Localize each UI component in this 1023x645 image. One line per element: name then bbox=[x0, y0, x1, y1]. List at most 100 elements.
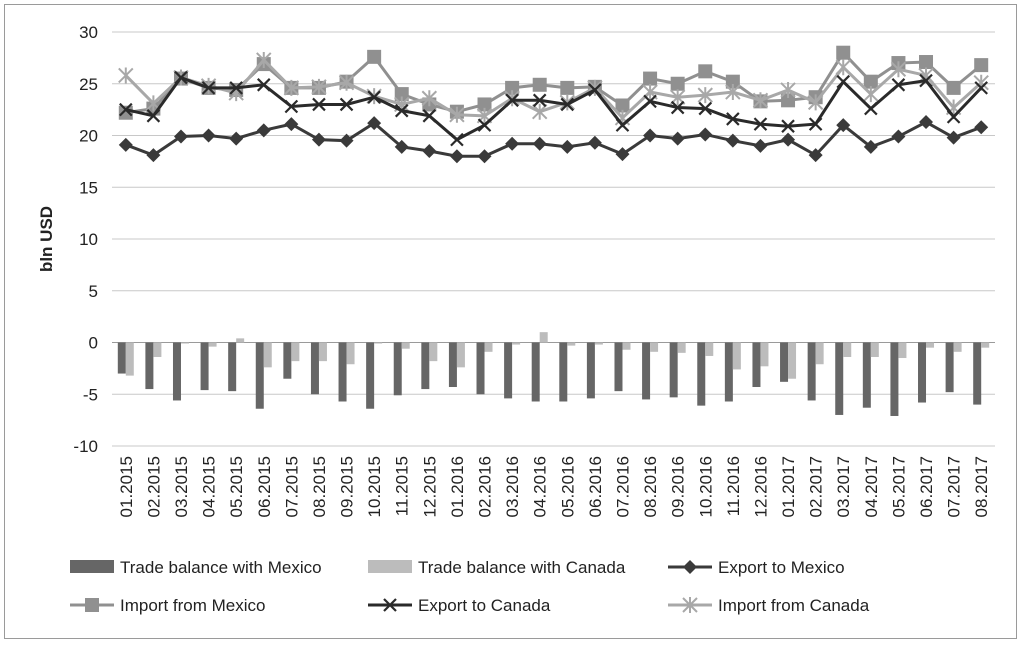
point-export-to-canada bbox=[698, 101, 713, 116]
point-import-from-canada bbox=[449, 106, 465, 123]
x-tick-label: 01.2015 bbox=[117, 456, 136, 517]
x-tick-label: 11.2015 bbox=[393, 456, 412, 516]
legend-swatch bbox=[70, 560, 114, 573]
point-export-to-mexico bbox=[670, 131, 685, 146]
point-export-to-canada bbox=[781, 119, 795, 133]
point-import-from-canada bbox=[835, 59, 851, 76]
bar-canada bbox=[760, 342, 769, 367]
bar-canada bbox=[484, 342, 493, 352]
point-export-to-mexico bbox=[946, 130, 961, 145]
point-import-from-canada bbox=[338, 74, 355, 91]
legend-swatch bbox=[368, 560, 412, 573]
bar-mexico bbox=[614, 342, 623, 392]
x-tick-label: 08.2016 bbox=[641, 456, 660, 517]
bar-mexico bbox=[228, 342, 237, 392]
point-export-to-mexico bbox=[808, 148, 823, 163]
point-export-to-mexico bbox=[449, 149, 464, 164]
point-export-to-mexico bbox=[229, 131, 244, 146]
bar-canada bbox=[788, 342, 797, 379]
y-axis-label: bln USD bbox=[37, 206, 56, 272]
point-import-from-canada bbox=[256, 51, 272, 68]
point-export-to-mexico bbox=[753, 138, 768, 153]
bar-canada bbox=[898, 342, 907, 359]
bar-mexico bbox=[531, 342, 540, 402]
point-export-to-mexico bbox=[560, 139, 575, 154]
point-export-to-canada bbox=[339, 97, 354, 112]
bar-mexico bbox=[669, 342, 678, 398]
bar-canada bbox=[456, 342, 465, 368]
legend-marker bbox=[85, 598, 99, 612]
point-export-to-canada bbox=[450, 132, 464, 147]
x-tick-label: 02.2017 bbox=[807, 456, 826, 517]
bar-mexico bbox=[724, 342, 733, 402]
x-tick-label: 04.2017 bbox=[862, 456, 881, 517]
point-export-to-canada bbox=[284, 99, 299, 114]
point-export-to-mexico bbox=[173, 129, 188, 144]
bar-mexico bbox=[559, 342, 568, 402]
legend-marker bbox=[683, 560, 697, 574]
bar-canada bbox=[677, 342, 686, 353]
bar-canada bbox=[539, 332, 548, 343]
bar-canada bbox=[125, 342, 134, 376]
point-import-from-canada bbox=[890, 61, 907, 78]
bar-canada bbox=[346, 342, 355, 365]
point-export-to-canada bbox=[615, 118, 630, 132]
point-export-to-canada bbox=[532, 93, 547, 108]
bar-mexico bbox=[172, 342, 181, 401]
point-import-from-mexico bbox=[532, 77, 547, 92]
x-tick-label: 06.2017 bbox=[917, 456, 936, 517]
point-import-from-mexico bbox=[781, 93, 796, 108]
point-export-to-canada bbox=[560, 97, 575, 112]
bar-canada bbox=[567, 342, 576, 346]
point-export-to-canada bbox=[836, 74, 851, 89]
point-export-to-mexico bbox=[505, 136, 520, 151]
point-export-to-mexico bbox=[698, 127, 713, 142]
point-export-to-mexico bbox=[339, 133, 354, 148]
y-tick-label: 15 bbox=[79, 178, 98, 197]
bar-mexico bbox=[586, 342, 595, 399]
x-tick-label: 10.2016 bbox=[696, 456, 715, 517]
point-import-from-canada bbox=[200, 77, 217, 94]
legend-marker bbox=[383, 598, 397, 612]
bar-canada bbox=[291, 342, 300, 362]
point-import-from-mexico bbox=[974, 58, 989, 73]
point-import-from-mexico bbox=[505, 80, 520, 95]
x-tick-label: 01.2016 bbox=[448, 456, 467, 517]
legend-label: Export to Canada bbox=[418, 596, 551, 615]
point-import-from-mexico bbox=[836, 45, 851, 60]
bar-canada bbox=[732, 342, 741, 370]
bar-canada bbox=[594, 342, 603, 345]
bar-mexico bbox=[973, 342, 982, 405]
point-export-to-mexico bbox=[394, 139, 409, 154]
bar-mexico bbox=[945, 342, 954, 393]
point-export-to-canada bbox=[367, 90, 381, 104]
point-import-from-mexico bbox=[670, 76, 685, 91]
x-tick-label: 07.2016 bbox=[613, 456, 632, 517]
bar-mexico bbox=[862, 342, 871, 408]
bar-mexico bbox=[448, 342, 457, 388]
x-tick-label: 05.2015 bbox=[227, 456, 246, 517]
bar-canada bbox=[870, 342, 879, 357]
x-tick-label: 09.2016 bbox=[669, 456, 688, 517]
bar-canada bbox=[208, 342, 217, 347]
x-tick-label: 02.2016 bbox=[476, 456, 495, 517]
legend-label: Import from Mexico bbox=[120, 596, 265, 615]
x-tick-label: 11.2016 bbox=[724, 456, 743, 516]
legend-label: Trade balance with Mexico bbox=[120, 558, 322, 577]
point-import-from-mexico bbox=[615, 98, 630, 113]
bar-canada bbox=[843, 342, 852, 357]
point-import-from-canada bbox=[531, 103, 548, 120]
point-import-from-mexico bbox=[118, 105, 133, 120]
point-export-to-mexico bbox=[367, 116, 382, 131]
bar-canada bbox=[429, 342, 438, 362]
bar-canada bbox=[705, 342, 714, 356]
point-export-to-canada bbox=[919, 73, 933, 88]
point-export-to-mexico bbox=[891, 129, 906, 144]
x-tick-label: 05.2016 bbox=[558, 456, 577, 517]
point-import-from-canada bbox=[807, 94, 824, 111]
bar-mexico bbox=[918, 342, 927, 403]
bar-canada bbox=[512, 342, 521, 345]
bar-mexico bbox=[366, 342, 375, 409]
x-tick-label: 08.2015 bbox=[310, 456, 329, 517]
bar-canada bbox=[815, 342, 824, 365]
